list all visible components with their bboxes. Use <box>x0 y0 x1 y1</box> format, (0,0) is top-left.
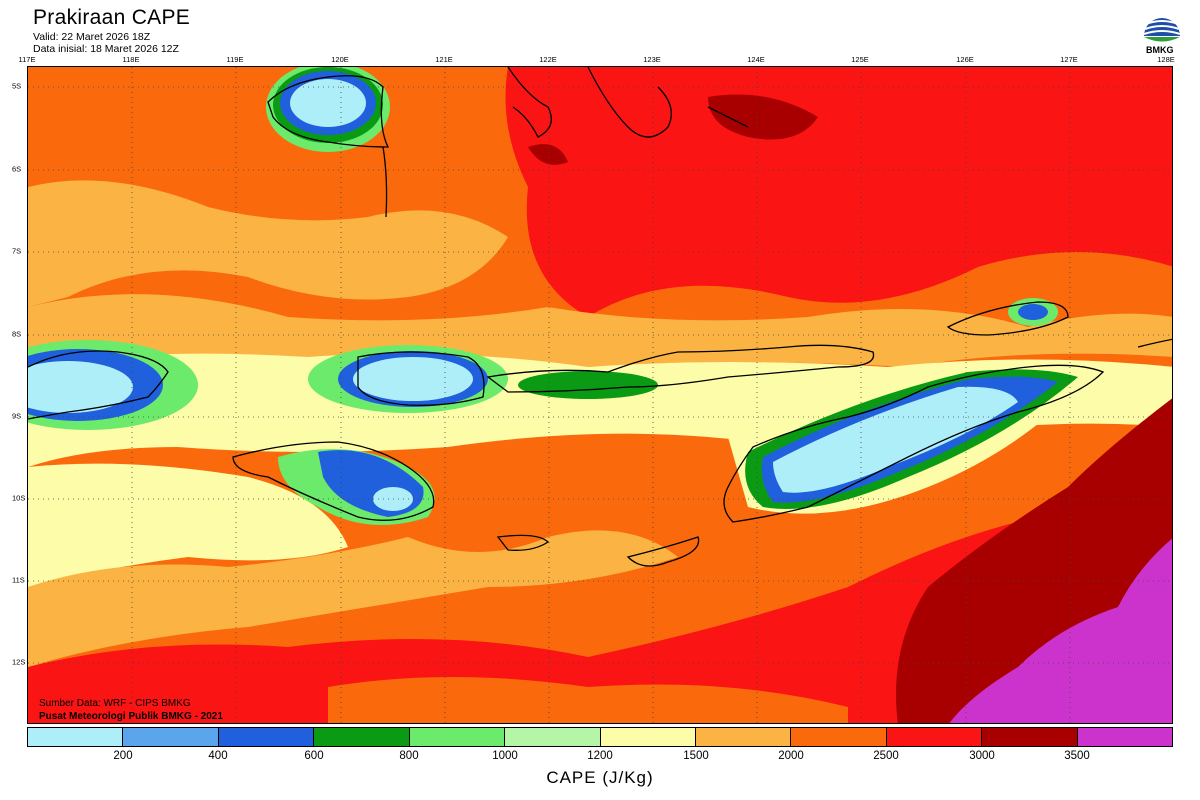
graticule <box>28 67 1172 723</box>
colorbar-segment <box>505 728 601 746</box>
colorbar-title: CAPE (J/Kg) <box>546 768 654 787</box>
lat-label: 5S <box>12 81 22 91</box>
colorbar-tick: 2000 <box>778 750 804 762</box>
colorbar-tick: 400 <box>208 750 228 762</box>
colorbar-segment <box>28 728 124 746</box>
cape-lightblue-central <box>353 357 473 401</box>
cape-lightblue-w <box>28 361 133 413</box>
coastlines <box>28 67 1172 567</box>
cape-red-south <box>28 447 1172 723</box>
colorbar-segment <box>695 728 792 746</box>
lon-label: 117E <box>18 55 36 64</box>
colorbar-segment <box>1077 728 1173 746</box>
colorbar-segment <box>123 728 219 746</box>
org-credit: Pusat Meteorologi Publik BMKG - 2021 <box>39 711 223 722</box>
colorbar-segment <box>982 728 1078 746</box>
cape-magenta-se <box>949 538 1172 723</box>
colorbar-segment <box>600 728 696 746</box>
lon-label: 121E <box>435 55 453 64</box>
lat-label: 10S <box>12 493 26 503</box>
source-credit: Sumber Data: WRF - CIPS BMKG <box>39 698 191 709</box>
cape-lightorange-nw <box>28 180 508 307</box>
colorbar-tick: 1000 <box>492 750 518 762</box>
initial-time: Data inisial: 18 Maret 2026 12Z <box>33 43 179 55</box>
logo-text: BMKG <box>1146 45 1174 55</box>
cape-blue-east <box>1018 304 1048 320</box>
lon-label: 125E <box>851 55 869 64</box>
colorbar-tick: 200 <box>113 750 133 762</box>
colorbar-tick: 1200 <box>587 750 613 762</box>
colorbar-segment <box>791 728 887 746</box>
colorbar-tick: 800 <box>399 750 419 762</box>
colorbar-segment <box>314 728 410 746</box>
bmkg-logo-icon <box>1140 10 1184 58</box>
lat-label: 6S <box>12 164 22 174</box>
colorbar <box>27 727 1173 747</box>
cape-red-north <box>505 67 1172 317</box>
cape-lightblue-nw <box>290 79 366 127</box>
lon-label: 126E <box>956 55 974 64</box>
lat-label: 12S <box>12 657 26 667</box>
lon-label: 119E <box>226 55 244 64</box>
valid-time: Valid: 22 Maret 2026 18Z <box>33 31 151 43</box>
colorbar-tick: 2500 <box>873 750 899 762</box>
cape-orange-south <box>328 677 848 723</box>
colorbar-tick: 600 <box>304 750 324 762</box>
lat-label: 11S <box>12 575 25 585</box>
lon-label: 124E <box>747 55 765 64</box>
colorbar-segment <box>218 728 315 746</box>
cape-green-flores <box>518 371 658 399</box>
lon-label: 123E <box>643 55 661 64</box>
colorbar-tick: 3000 <box>969 750 995 762</box>
lon-label: 120E <box>331 55 349 64</box>
cape-yellow-south <box>28 463 348 587</box>
cape-map <box>27 66 1173 724</box>
colorbar-tick: 3500 <box>1064 750 1090 762</box>
lon-label: 128E <box>1157 55 1175 64</box>
colorbar-tick: 1500 <box>683 750 709 762</box>
lon-label: 118E <box>122 55 140 64</box>
colorbar-segment <box>886 728 983 746</box>
cape-darkred-north <box>708 94 818 140</box>
cape-darkred-north2 <box>528 144 568 165</box>
colorbar-segment <box>409 728 506 746</box>
lon-label: 122E <box>539 55 557 64</box>
lat-label: 8S <box>12 329 22 339</box>
map-title: Prakiraan CAPE <box>33 6 191 29</box>
lat-label: 9S <box>12 411 22 421</box>
lon-label: 127E <box>1060 55 1078 64</box>
lat-label: 7S <box>12 246 22 256</box>
cape-lightblue-timor <box>773 386 1018 493</box>
cape-lightorange-sw <box>28 530 678 667</box>
